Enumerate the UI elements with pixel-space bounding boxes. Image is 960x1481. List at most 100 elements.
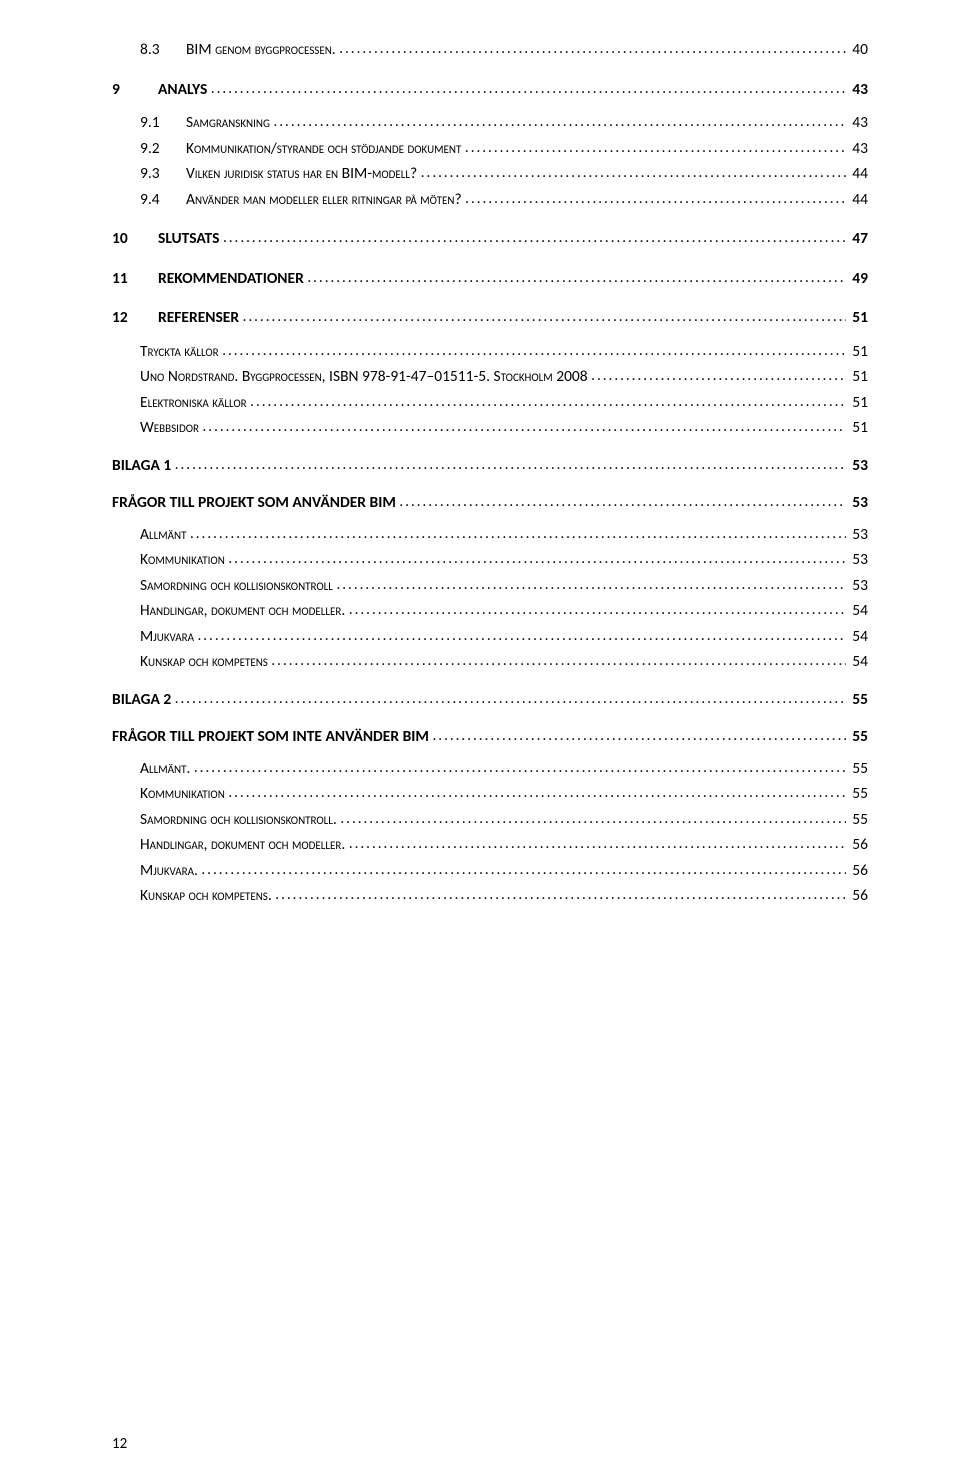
toc-entry: Handlingar, dokument och modeller. 56: [112, 833, 868, 857]
toc-leader-dots: [203, 416, 847, 439]
toc-leader-dots: [399, 491, 846, 514]
toc-entry-label: 12REFERENSER: [112, 306, 243, 329]
toc-entry: Allmänt 53: [112, 523, 868, 547]
toc-leader-dots: [190, 523, 846, 546]
toc-entry: BILAGA 2 55: [112, 688, 868, 712]
toc-entry-page: 53: [846, 523, 868, 546]
toc-entry-label: 9.1Samgranskning: [140, 111, 273, 134]
page: 8.3BIM genom byggprocessen. 40 9ANALYS 43…: [0, 0, 960, 1481]
toc-entry: 9ANALYS 43: [112, 78, 868, 102]
toc-entry: FRÅGOR TILL PROJEKT SOM INTE ANVÄNDER BI…: [112, 725, 868, 749]
toc-entry: Kommunikation 53: [112, 548, 868, 572]
toc-entry: Elektroniska källor 51: [112, 391, 868, 415]
toc-entry-label: BILAGA 2: [112, 688, 175, 711]
toc-entry-page: 53: [846, 454, 868, 477]
toc-entry-label: 8.3BIM genom byggprocessen.: [140, 38, 339, 61]
toc-entry-page: 43: [846, 137, 868, 160]
toc-entry-number: 9.3: [140, 162, 186, 185]
toc-leader-dots: [433, 725, 847, 748]
toc-leader-dots: [349, 833, 846, 856]
toc-entry-page: 51: [846, 391, 868, 414]
toc-entry-number: 9: [112, 78, 158, 101]
toc-entry: BILAGA 1 53: [112, 454, 868, 478]
toc-leader-dots: [211, 78, 846, 101]
toc-entry: 12REFERENSER 51: [112, 306, 868, 330]
toc-entry-page: 51: [846, 340, 868, 363]
toc-entry-label: Webbsidor: [140, 416, 203, 439]
toc-leader-dots: [223, 227, 846, 250]
toc-leader-dots: [243, 306, 847, 329]
toc-leader-dots: [228, 782, 846, 805]
toc-entry: Samordning och kollisionskontroll. 55: [112, 808, 868, 832]
toc-leader-dots: [465, 188, 846, 211]
toc-entry-label: Handlingar, dokument och modeller.: [140, 599, 349, 622]
toc-leader-dots: [275, 884, 846, 907]
toc-entry-label: Allmänt: [140, 523, 190, 546]
toc-entry-label: BILAGA 1: [112, 454, 175, 477]
toc-leader-dots: [349, 599, 846, 622]
toc-entry: Webbsidor 51: [112, 416, 868, 440]
toc-entry-page: 55: [846, 808, 868, 831]
toc-entry-page: 40: [846, 38, 868, 61]
toc-entry-label: Tryckta källor: [140, 340, 222, 363]
toc-entry-number: 9.1: [140, 111, 186, 134]
toc-entry-page: 54: [846, 650, 868, 673]
toc-entry: Kunskap och kompetens. 56: [112, 884, 868, 908]
toc-entry: Kommunikation 55: [112, 782, 868, 806]
toc-entry-label: FRÅGOR TILL PROJEKT SOM ANVÄNDER BIM: [112, 491, 399, 514]
toc-entry: Mjukvara. 56: [112, 859, 868, 883]
toc-entry-page: 54: [846, 599, 868, 622]
toc-entry-page: 53: [846, 491, 868, 514]
toc-entry: 9.1Samgranskning 43: [112, 111, 868, 135]
toc-leader-dots: [250, 391, 846, 414]
toc-entry-page: 51: [846, 365, 868, 388]
toc-entry-label: FRÅGOR TILL PROJEKT SOM INTE ANVÄNDER BI…: [112, 725, 433, 748]
toc-entry: 8.3BIM genom byggprocessen. 40: [112, 38, 868, 62]
toc-entry-label: Kunskap och kompetens: [140, 650, 271, 673]
toc-leader-dots: [175, 454, 847, 477]
toc-entry: Tryckta källor 51: [112, 340, 868, 364]
toc-entry: Mjukvara 54: [112, 625, 868, 649]
toc-entry: Kunskap och kompetens 54: [112, 650, 868, 674]
toc-leader-dots: [465, 137, 846, 160]
toc-entry-number: 10: [112, 227, 158, 250]
toc-leader-dots: [336, 574, 846, 597]
toc-leader-dots: [201, 859, 846, 882]
toc-entry: 10SLUTSATS 47: [112, 227, 868, 251]
toc-entry-page: 53: [846, 574, 868, 597]
toc-entry-page: 56: [846, 884, 868, 907]
toc-leader-dots: [421, 162, 847, 185]
toc-entry: FRÅGOR TILL PROJEKT SOM ANVÄNDER BIM 53: [112, 491, 868, 515]
toc-entry: Samordning och kollisionskontroll 53: [112, 574, 868, 598]
toc-entry-label: Mjukvara: [140, 625, 197, 648]
toc-leader-dots: [222, 340, 846, 363]
toc-entry-page: 56: [846, 859, 868, 882]
toc-entry-page: 55: [846, 757, 868, 780]
toc-entry-label: Handlingar, dokument och modeller.: [140, 833, 349, 856]
toc-entry-page: 44: [846, 162, 868, 185]
toc-entry-number: 11: [112, 267, 158, 290]
toc-entry: 11REKOMMENDATIONER 49: [112, 267, 868, 291]
page-number: 12: [112, 1435, 127, 1453]
toc-entry-page: 43: [846, 78, 868, 101]
toc-leader-dots: [307, 267, 846, 290]
toc-entry-page: 49: [846, 267, 868, 290]
toc-entry-label: Allmänt.: [140, 757, 194, 780]
toc-entry-label: 9.3Vilken juridisk status har en BIM-mod…: [140, 162, 421, 185]
toc-leader-dots: [175, 688, 847, 711]
toc-entry-label: Kommunikation: [140, 782, 228, 805]
toc-entry-label: Samordning och kollisionskontroll: [140, 574, 336, 597]
toc-leader-dots: [194, 757, 846, 780]
toc-entry-label: 9ANALYS: [112, 78, 211, 101]
toc-entry-page: 47: [846, 227, 868, 250]
toc-leader-dots: [197, 625, 846, 648]
toc-entry-number: 8.3: [140, 38, 186, 61]
toc-entry: 9.4Använder man modeller eller ritningar…: [112, 188, 868, 212]
toc-entry-label: Uno Nordstrand. Byggprocessen, ISBN 978-…: [140, 365, 591, 388]
toc-entry-label: 11REKOMMENDATIONER: [112, 267, 307, 290]
table-of-contents: 8.3BIM genom byggprocessen. 40 9ANALYS 43…: [112, 38, 868, 908]
toc-entry-page: 43: [846, 111, 868, 134]
toc-entry-page: 51: [846, 416, 868, 439]
toc-entry-page: 44: [846, 188, 868, 211]
toc-entry-page: 55: [846, 688, 868, 711]
